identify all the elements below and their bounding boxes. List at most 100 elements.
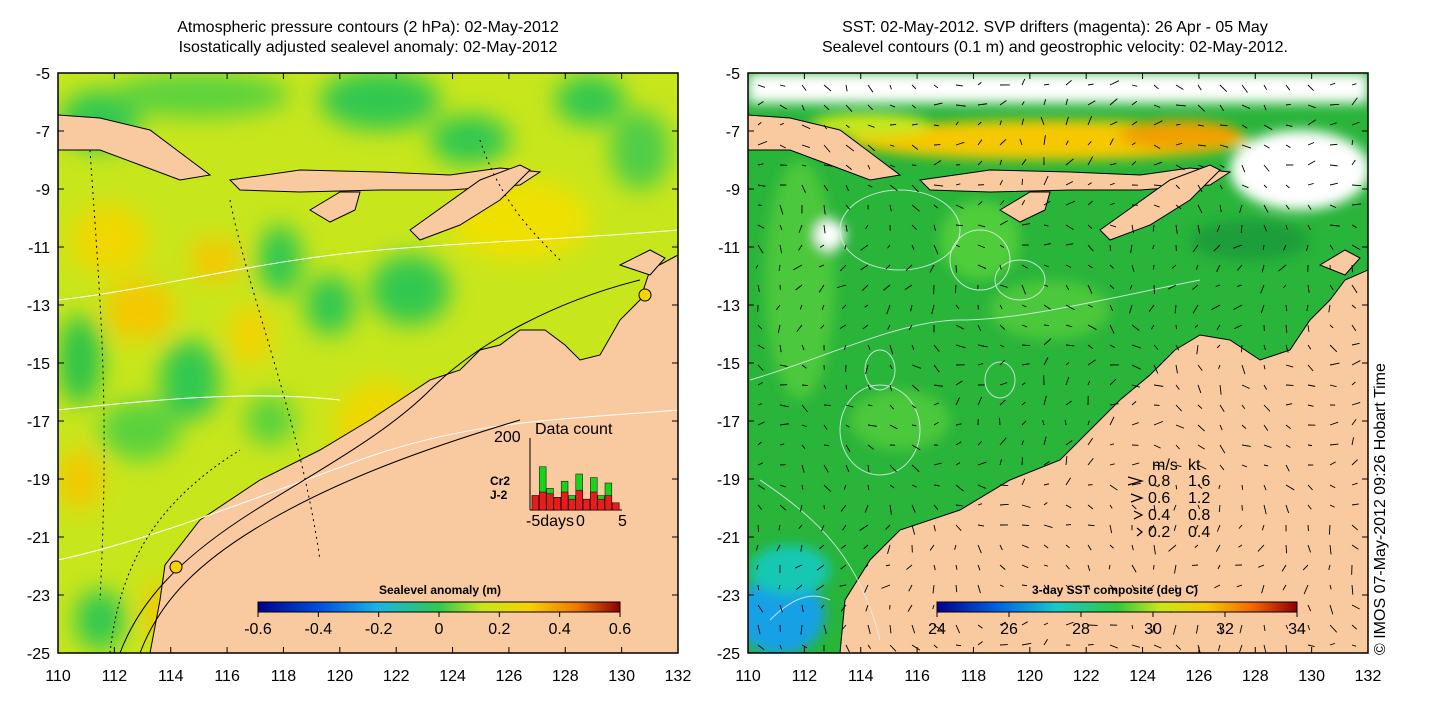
velocity-vector (1109, 524, 1113, 534)
velocity-vector (1175, 344, 1180, 351)
velocity-vector (1021, 284, 1026, 295)
velocity-vector (933, 184, 944, 187)
velocity-vector (1307, 84, 1314, 91)
velocity-vector (1021, 382, 1026, 386)
velocity-vector (1329, 204, 1337, 209)
velocity-vector (779, 344, 782, 353)
velocity-vector (1263, 124, 1273, 131)
velocity-vector (1329, 584, 1332, 590)
velocity-vector (1285, 103, 1291, 106)
velocity-vector (977, 441, 983, 446)
velocity-vector (1109, 443, 1115, 446)
velocity-vector (1195, 524, 1199, 530)
velocity-vector (1109, 463, 1115, 466)
velocity-vector (1043, 436, 1047, 446)
velocity-vector (1197, 484, 1203, 489)
anomaly-colorbar: Sealevel anomaly (m) -0.6 -0.4 -0.2 0 0.2 0.4… (244, 583, 631, 638)
velocity-vector (821, 304, 825, 310)
velocity-vector (889, 624, 892, 634)
velocity-vector (1219, 384, 1222, 395)
velocity-vector (999, 284, 1008, 288)
data-count-inset: Data count 200 Cr2 J-2 -5days 0 5 (490, 421, 627, 530)
velocity-vector (1175, 484, 1178, 490)
velocity-vector (1351, 140, 1354, 146)
lat-tick-label: -21 (717, 530, 740, 547)
velocity-vector (889, 123, 897, 126)
velocity-vector (1175, 84, 1184, 90)
velocity-vector (1351, 203, 1362, 206)
velocity-vector (1197, 124, 1204, 127)
velocity-vector (757, 84, 766, 88)
velocity-vector (886, 304, 891, 315)
velocity-vector (1131, 504, 1137, 510)
velocity-vector (798, 224, 803, 233)
velocity-vector (757, 584, 760, 591)
velocity-vector (906, 564, 913, 570)
velocity-vector (999, 399, 1006, 406)
velocity-vector (801, 84, 807, 91)
velocity-vector (933, 524, 936, 532)
velocity-vector (977, 103, 988, 106)
velocity-vector (1329, 544, 1332, 555)
velocity-vector (1285, 324, 1288, 333)
velocity-vector (1329, 244, 1334, 250)
velocity-vector (1087, 457, 1094, 466)
velocity-vector (1087, 359, 1096, 366)
velocity-vector (757, 421, 765, 426)
velocity-vector (1131, 264, 1135, 272)
velocity-vector (779, 122, 784, 126)
velocity-vector (864, 564, 869, 569)
lon-tick-label: 118 (961, 668, 987, 685)
sealevel-contours (749, 189, 1201, 641)
velocity-vector (1307, 404, 1314, 407)
velocity-vector (1263, 144, 1270, 149)
velocity-vector (1109, 584, 1117, 592)
velocity-vector (1043, 264, 1049, 268)
velocity-vector (1087, 304, 1093, 308)
velocity-vector (1021, 401, 1026, 406)
velocity-vector (1216, 264, 1221, 272)
velocity-vector (1351, 524, 1358, 531)
velocity-vector (1153, 161, 1163, 166)
velocity-vector (1219, 424, 1223, 431)
lon-tick-label: 110 (45, 668, 71, 685)
velocity-vector (1087, 420, 1090, 426)
velocity-vector (932, 584, 935, 594)
velocity-vector (1168, 544, 1177, 552)
velocity-vector (1153, 444, 1161, 449)
cr2-label: Cr2 (490, 474, 510, 488)
velocity-vector (933, 244, 939, 255)
velocity-vector (904, 284, 913, 290)
velocity-vector (1329, 484, 1336, 489)
velocity-vector (1109, 202, 1115, 206)
velocity-vector (794, 564, 803, 569)
velocity-vector (1197, 384, 1202, 394)
lon-tick-label: 124 (439, 668, 466, 685)
velocity-vector (757, 624, 761, 635)
velocity-vector (1087, 584, 1091, 590)
velocity-vector (1219, 204, 1222, 213)
velocity-vector (1329, 384, 1337, 388)
colorbar-tick-label: -0.4 (305, 621, 333, 638)
velocity-vector (885, 264, 891, 270)
velocity-vector (1351, 83, 1357, 86)
velocity-vector (1175, 444, 1180, 450)
velocity-vector (867, 344, 871, 351)
velocity-vector (1043, 338, 1052, 346)
lat-tick-label: -23 (717, 588, 740, 605)
velocity-vector (1043, 304, 1051, 310)
lon-tick-label: 130 (608, 668, 635, 685)
velocity-vector (1351, 544, 1359, 550)
velocity-vector (1278, 264, 1287, 272)
velocity-vector (845, 444, 851, 453)
velocity-vector (1087, 437, 1094, 446)
velocity-vector (1351, 284, 1358, 294)
velocity-vector (1263, 184, 1268, 189)
velocity-vector (883, 284, 891, 291)
velocity-vector (1175, 164, 1185, 171)
velocity-vector (999, 359, 1005, 366)
velocity-vector (757, 504, 763, 510)
velocity-vector (1351, 264, 1353, 273)
velocity-vector (933, 422, 939, 426)
velocity-vector (1065, 224, 1074, 231)
